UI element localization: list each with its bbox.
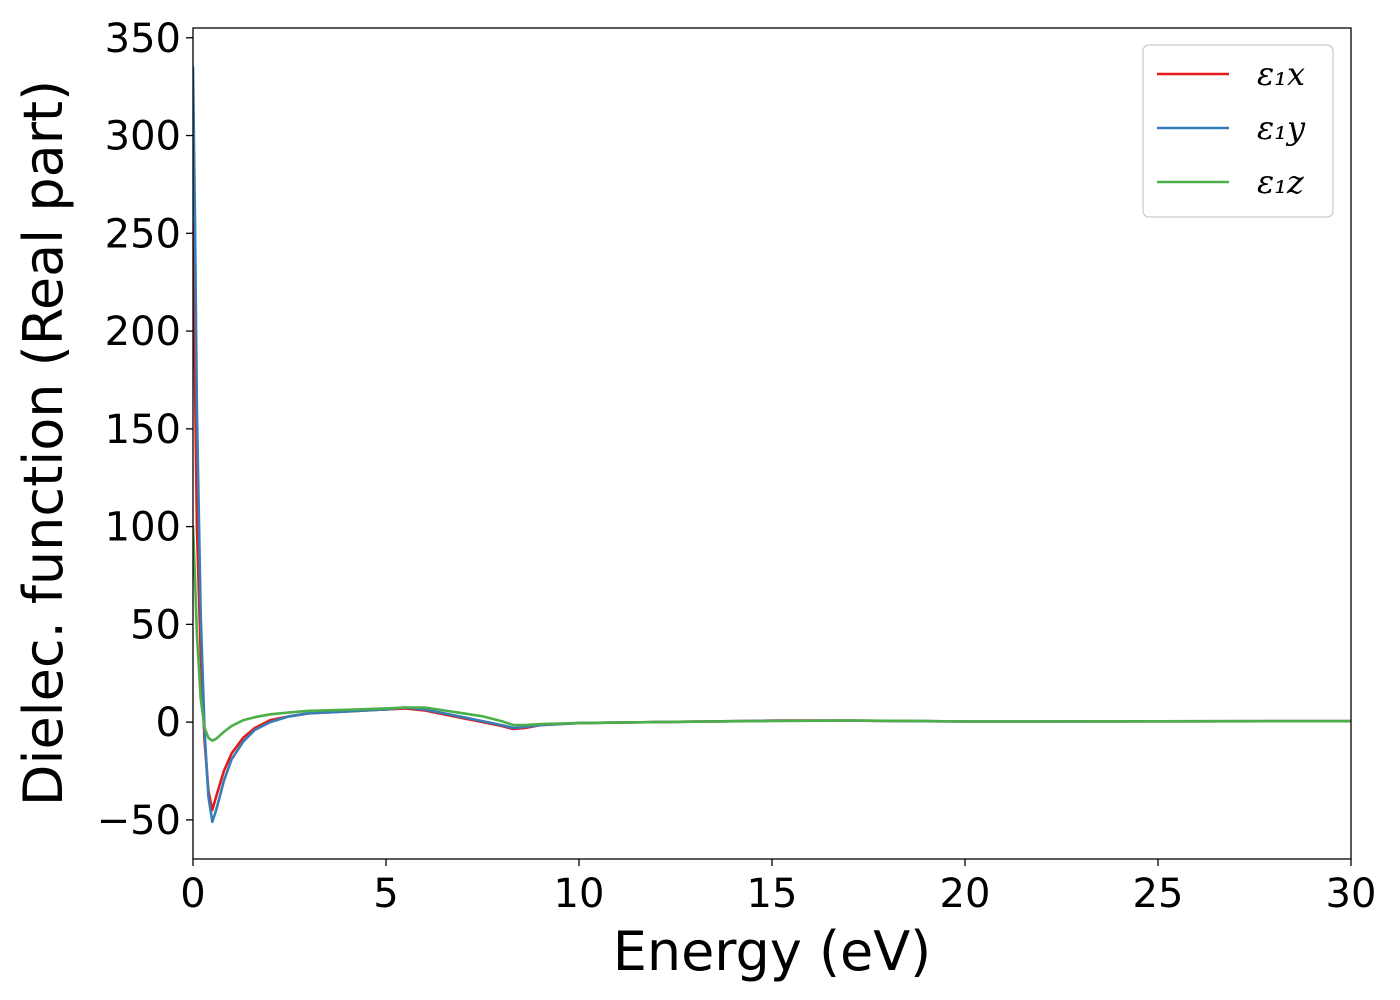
legend-label-2: ε₁z — [1257, 163, 1305, 201]
legend-label-1: ε₁y — [1257, 109, 1306, 147]
x-tick-label: 30 — [1326, 871, 1377, 917]
x-tick-label: 15 — [747, 871, 798, 917]
x-axis-title: Energy (eV) — [613, 920, 932, 983]
legend: ε₁x ε₁y ε₁z — [1142, 44, 1334, 218]
legend-label-0: ε₁x — [1257, 55, 1305, 93]
y-tick-label: 0 — [156, 700, 181, 746]
series-line-2 — [193, 525, 1351, 743]
y-tick-label: 200 — [105, 309, 181, 355]
x-tick-label: 5 — [373, 871, 398, 917]
y-tick-label: 300 — [105, 114, 181, 160]
x-tick-label: 0 — [180, 871, 205, 917]
series-layer — [193, 65, 1351, 824]
y-axis-title: Dielec. function (Real part) — [12, 80, 75, 806]
y-tick-label: 150 — [105, 407, 181, 453]
y-tick-label: 50 — [130, 602, 181, 648]
y-axis-ticks: −50 0 50 100 150 200 250 300 350 — [97, 16, 193, 844]
x-axis-ticks: 0 5 10 15 20 25 30 — [180, 859, 1376, 917]
y-tick-label: 350 — [105, 16, 181, 62]
x-tick-label: 20 — [940, 871, 991, 917]
y-tick-label: 250 — [105, 211, 181, 257]
x-tick-label: 10 — [554, 871, 605, 917]
x-tick-label: 25 — [1133, 871, 1184, 917]
legend-box — [1142, 44, 1334, 218]
y-tick-label: −50 — [97, 798, 181, 844]
y-tick-label: 100 — [105, 505, 181, 551]
